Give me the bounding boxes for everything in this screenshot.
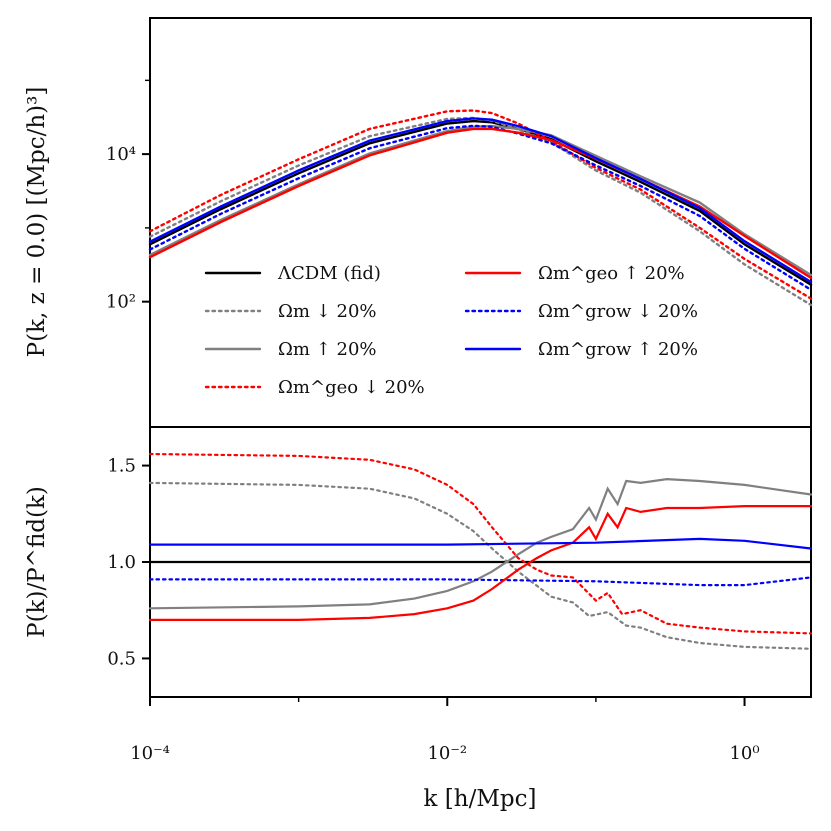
legend: ΛCDM (fid) Ωm ↓ 20% Ωm ↑ 20% Ωm^geo ↓ 20% Ω… — [204, 263, 698, 398]
legend-label-om-up: Ωm ↑ 20% — [278, 339, 377, 360]
x-axis-label: k [h/Mpc] — [424, 786, 537, 812]
bottom-y-tick-label-0: 0.5 — [107, 648, 136, 669]
top-panel-series — [148, 109, 813, 307]
top-series-line-0 — [148, 119, 813, 286]
x-tick-label-0: 10⁻⁴ — [130, 743, 170, 764]
top-series-line-5 — [148, 127, 813, 280]
top-series-line-2 — [148, 124, 813, 277]
bottom-y-tick-label-2: 1.5 — [107, 456, 136, 477]
legend-right-column: Ωm^geo ↑ 20% Ωm^grow ↓ 20% Ωm^grow ↑ 20% — [464, 263, 698, 360]
ratio-series-line-1 — [148, 481, 813, 650]
top-series-line-1 — [148, 116, 813, 307]
ratio-series-line-2 — [148, 477, 813, 610]
bottom-y-ticks: 0.5 1.0 1.5 — [107, 456, 150, 669]
top-series-line-3 — [148, 109, 813, 300]
ratio-series-line-3 — [148, 452, 813, 635]
bottom-y-axis-label: P(k)/P^fid(k) — [24, 486, 50, 638]
bottom-y-tick-label-1: 1.0 — [107, 552, 136, 573]
bottom-panel: 0.5 1.0 1.5 10⁻⁴ 10⁻² 10⁰ P(k)/P^fid(k) k [h… — [24, 426, 813, 812]
bottom-x-ticks: 10⁻⁴ 10⁻² 10⁰ — [130, 697, 760, 764]
ratio-series-line-4 — [148, 576, 813, 587]
legend-label-fid: ΛCDM (fid) — [277, 263, 381, 284]
bottom-panel-series — [148, 452, 813, 650]
legend-label-grow-up: Ωm^grow ↑ 20% — [538, 339, 698, 360]
x-tick-label-1: 10⁻² — [427, 743, 467, 764]
top-y-tick-label-0: 10² — [106, 292, 136, 313]
top-panel: 10² 10⁴ P(k, z = 0.0) [(Mpc/h)³] — [24, 17, 813, 428]
x-tick-label-2: 10⁰ — [729, 743, 759, 764]
top-series-line-6 — [148, 117, 813, 284]
top-panel-frame — [149, 17, 812, 428]
legend-left-column: ΛCDM (fid) Ωm ↓ 20% Ωm ↑ 20% Ωm^geo ↓ 20% — [204, 263, 425, 398]
top-y-tick-label-1: 10⁴ — [106, 144, 136, 165]
legend-label-geo-up: Ωm^geo ↑ 20% — [538, 263, 685, 284]
legend-label-om-down: Ωm ↓ 20% — [278, 301, 377, 322]
legend-label-geo-down: Ωm^geo ↓ 20% — [278, 377, 425, 398]
top-y-ticks: 10² 10⁴ — [106, 79, 150, 313]
legend-label-grow-down: Ωm^grow ↓ 20% — [538, 301, 698, 322]
top-y-axis-label: P(k, z = 0.0) [(Mpc/h)³] — [24, 87, 50, 358]
ratio-series-line-6 — [148, 537, 813, 550]
